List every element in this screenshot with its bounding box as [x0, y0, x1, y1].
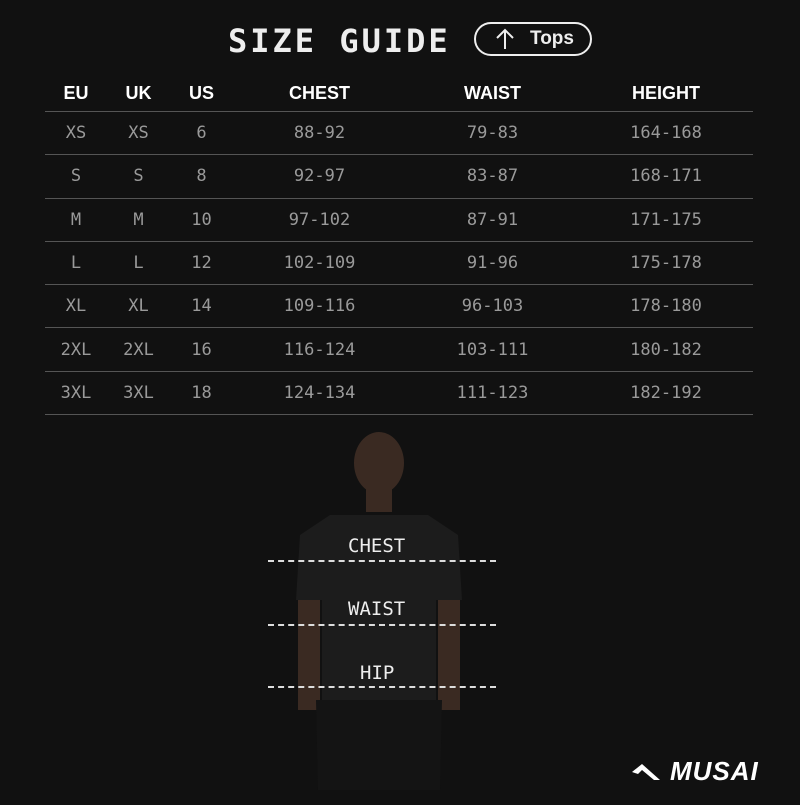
column-header: EU — [45, 76, 107, 112]
table-cell: 175-178 — [579, 241, 753, 286]
table-cell: 164-168 — [579, 111, 753, 156]
table-row: 3XL 3XL 18 124-134 111-123 182-192 — [45, 371, 753, 416]
chest-label: CHEST — [348, 535, 406, 557]
table-cell: 6 — [170, 111, 233, 156]
arrow-up-icon — [496, 28, 514, 49]
waist-line — [268, 624, 496, 626]
table-row: M M 10 97-102 87-91 171-175 — [45, 198, 753, 242]
table-cell: M — [107, 198, 170, 242]
table-cell: 109-116 — [233, 284, 406, 329]
brand-logo: MUSAI — [630, 756, 759, 787]
table-cell: 168-171 — [579, 154, 753, 199]
column-header: CHEST — [233, 76, 406, 112]
table-cell: 178-180 — [579, 284, 753, 329]
table-cell: 83-87 — [406, 154, 579, 199]
chest-line — [268, 560, 496, 562]
table-row: XS XS 6 88-92 79-83 164-168 — [45, 111, 753, 156]
table-cell: 180-182 — [579, 327, 753, 372]
table-cell: 97-102 — [233, 198, 406, 242]
table-cell: L — [45, 241, 107, 286]
table-cell: 18 — [170, 371, 233, 416]
table-cell: 182-192 — [579, 371, 753, 416]
table-cell: 92-97 — [233, 154, 406, 199]
category-button[interactable]: Tops — [474, 22, 592, 56]
table-cell: 171-175 — [579, 198, 753, 242]
table-cell: 111-123 — [406, 371, 579, 416]
table-cell: 3XL — [45, 371, 107, 416]
table-row: L L 12 102-109 91-96 175-178 — [45, 241, 753, 286]
table-cell: S — [45, 154, 107, 199]
musai-logo-icon — [632, 763, 660, 780]
table-cell: 14 — [170, 284, 233, 329]
column-header: HEIGHT — [579, 76, 753, 112]
table-row: XL XL 14 109-116 96-103 178-180 — [45, 284, 753, 329]
table-cell: 103-111 — [406, 327, 579, 372]
table-row: S S 8 92-97 83-87 168-171 — [45, 154, 753, 199]
table-cell: 96-103 — [406, 284, 579, 329]
table-cell: L — [107, 241, 170, 286]
table-cell: 88-92 — [233, 111, 406, 156]
brand-name: MUSAI — [670, 756, 759, 786]
column-header: US — [170, 76, 233, 112]
table-cell: XL — [45, 284, 107, 329]
size-table: EU UK US CHEST WAIST HEIGHT XS XS 6 88-92 79-83 16… — [45, 76, 753, 416]
table-cell: 124-134 — [233, 371, 406, 416]
table-cell: 102-109 — [233, 241, 406, 286]
page-title: SIZE GUIDE — [228, 22, 451, 60]
table-cell: M — [45, 198, 107, 242]
table-cell: 16 — [170, 327, 233, 372]
model-figure: CHEST WAIST HIP — [0, 420, 800, 800]
hip-label: HIP — [360, 662, 395, 684]
table-cell: 12 — [170, 241, 233, 286]
table-cell: 91-96 — [406, 241, 579, 286]
table-cell: XS — [45, 111, 107, 156]
table-cell: 8 — [170, 154, 233, 199]
column-header: UK — [107, 76, 170, 112]
table-cell: S — [107, 154, 170, 199]
table-cell: 2XL — [45, 327, 107, 372]
table-cell: 2XL — [107, 327, 170, 372]
waist-label: WAIST — [348, 598, 406, 620]
category-label: Tops — [530, 28, 574, 49]
table-cell: XL — [107, 284, 170, 329]
table-row: 2XL 2XL 16 116-124 103-111 180-182 — [45, 327, 753, 372]
column-header: WAIST — [406, 76, 579, 112]
table-cell: 116-124 — [233, 327, 406, 372]
table-cell: XS — [107, 111, 170, 156]
table-cell: 3XL — [107, 371, 170, 416]
table-cell: 87-91 — [406, 198, 579, 242]
table-cell: 10 — [170, 198, 233, 242]
hip-line — [268, 686, 496, 688]
table-cell: 79-83 — [406, 111, 579, 156]
